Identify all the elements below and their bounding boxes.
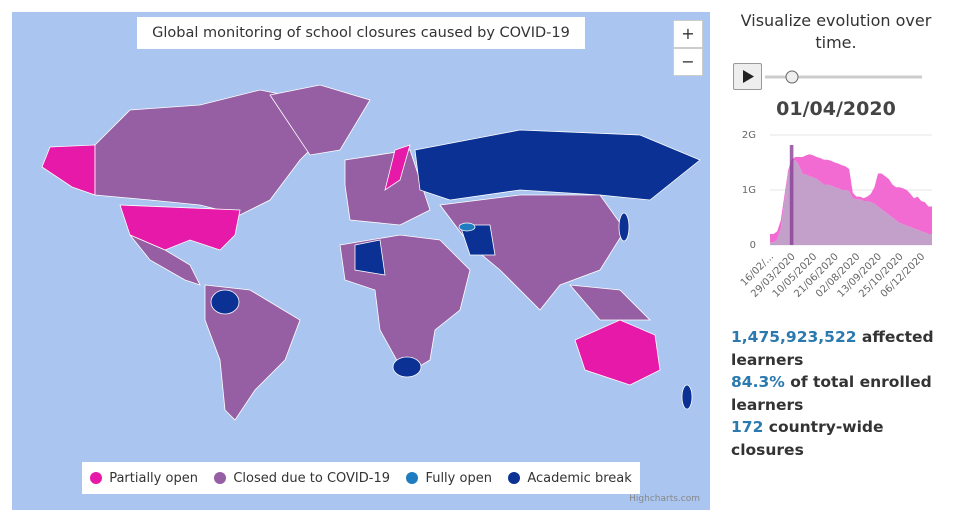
country	[414, 129, 701, 201]
legend-swatch	[508, 472, 521, 484]
country	[459, 224, 496, 256]
country	[574, 319, 661, 386]
legend-item[interactable]: Fully open	[406, 471, 492, 486]
legend: Partially open Closed due to COVID-19 Full…	[82, 462, 640, 494]
world-map	[41, 84, 701, 421]
play-button[interactable]	[733, 63, 762, 90]
evolution-chart: 01G2G16/02/...29/03/202010/05/202021/06/…	[739, 130, 932, 300]
stat-text: of total enrolled learners	[731, 373, 932, 414]
stat-text: affected learners	[731, 328, 934, 369]
credit: Highcharts.com	[629, 494, 700, 504]
time-slider[interactable]	[762, 68, 928, 88]
y-tick-label: 2G	[742, 130, 756, 141]
country	[618, 212, 630, 242]
zoom-out-button[interactable]: −	[673, 48, 703, 76]
stat-value: 172	[731, 418, 764, 436]
country	[392, 356, 422, 378]
legend-item[interactable]: Closed due to COVID-19	[214, 471, 390, 486]
map: Global monitoring of school closures cau…	[12, 12, 710, 510]
legend-swatch	[406, 472, 419, 484]
zoom-in-button[interactable]: +	[673, 20, 703, 48]
map-title: Global monitoring of school closures cau…	[137, 17, 585, 49]
y-tick-label: 1G	[742, 185, 756, 196]
stat: 172 country-wide closures	[731, 416, 959, 461]
stat-text: country-wide closures	[731, 418, 884, 459]
sidebar-heading: Visualize evolution over time.	[740, 11, 932, 52]
stat: 1,475,923,522 affected learners	[731, 326, 959, 371]
country	[354, 239, 386, 276]
stat-value: 84.3%	[731, 373, 785, 391]
country	[129, 234, 201, 286]
play-icon	[743, 70, 754, 83]
legend-label: Partially open	[109, 470, 198, 486]
country	[569, 284, 651, 321]
area	[770, 154, 932, 243]
legend-item[interactable]: Partially open	[90, 471, 198, 486]
country	[384, 144, 411, 191]
stats: 1,475,923,522 affected learners 84.3% of …	[731, 326, 959, 461]
country	[681, 384, 693, 410]
legend-label: Closed due to COVID-19	[233, 470, 391, 486]
stat-value: 1,475,923,522	[731, 328, 857, 346]
country	[439, 194, 626, 311]
legend-label: Academic break	[527, 470, 632, 486]
country	[41, 144, 96, 196]
country	[204, 284, 301, 421]
legend-label: Fully open	[425, 470, 492, 486]
stat: 84.3% of total enrolled learners	[731, 371, 959, 416]
country	[269, 84, 371, 156]
current-date-band	[789, 145, 794, 245]
country	[94, 89, 331, 216]
country	[210, 289, 240, 315]
country	[458, 222, 476, 232]
current-date: 01/04/2020	[776, 98, 896, 120]
legend-swatch	[90, 472, 103, 484]
legend-swatch	[214, 472, 227, 484]
area	[770, 159, 932, 245]
y-tick-label: 0	[750, 240, 756, 251]
legend-item[interactable]: Academic break	[508, 470, 632, 486]
